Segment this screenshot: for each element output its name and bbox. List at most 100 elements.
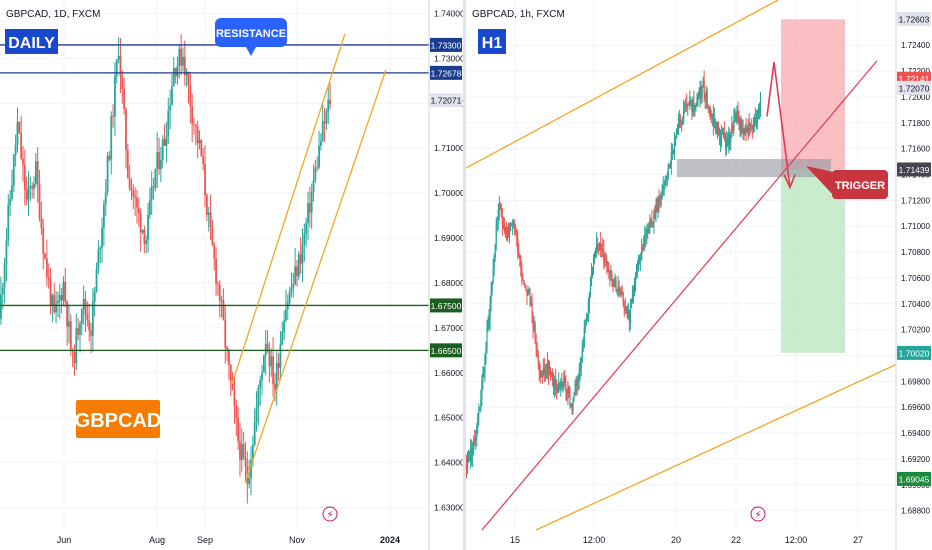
candle-body bbox=[644, 235, 646, 242]
candle-body bbox=[143, 229, 146, 244]
price-tick-label: 1.70600 bbox=[901, 274, 930, 283]
candle-body bbox=[671, 150, 673, 153]
candle-body bbox=[741, 119, 743, 132]
candle-body bbox=[521, 267, 523, 278]
daily-chart[interactable] bbox=[0, 33, 429, 504]
trigger-zone[interactable] bbox=[677, 159, 831, 178]
candle-body bbox=[69, 321, 72, 350]
panel-divider[interactable] bbox=[463, 0, 466, 550]
candle-body bbox=[616, 289, 618, 291]
candle-body bbox=[123, 89, 126, 109]
candle-body bbox=[77, 328, 80, 335]
candle-body bbox=[656, 203, 658, 212]
candle-body bbox=[312, 180, 315, 193]
red-trend-line[interactable] bbox=[481, 60, 878, 531]
h1-chart[interactable] bbox=[465, 0, 897, 531]
daily-price-axis[interactable]: 1.63000 1.64000 1.65000 1.66000 1.67000 1.680… bbox=[430, 8, 465, 513]
h1-time-axis[interactable]: 15 12:00 20 22 12:00 27 bbox=[510, 535, 863, 545]
candle-body bbox=[663, 185, 665, 187]
candle-body bbox=[711, 113, 713, 118]
stop-loss-zone[interactable] bbox=[781, 19, 845, 170]
candle-body bbox=[101, 227, 103, 248]
candle-body bbox=[288, 291, 291, 303]
candle-body bbox=[559, 383, 561, 389]
candle-body bbox=[255, 406, 258, 423]
candle-body bbox=[707, 105, 709, 109]
candle-body bbox=[525, 284, 527, 291]
candle-body bbox=[676, 127, 679, 135]
candle-body bbox=[721, 133, 724, 135]
candle-body bbox=[154, 169, 157, 188]
candle-body bbox=[614, 281, 616, 283]
candle-body bbox=[642, 247, 644, 249]
candle-body bbox=[240, 444, 243, 460]
candle-body bbox=[579, 368, 581, 372]
price-tick-label: 1.69800 bbox=[901, 377, 930, 386]
candle-body bbox=[693, 101, 695, 107]
candle-body bbox=[279, 344, 282, 368]
candle-body bbox=[205, 195, 208, 215]
last-price-tag bbox=[897, 80, 931, 95]
h1-alert-icon[interactable]: ⚡ bbox=[750, 506, 766, 522]
candle-body bbox=[654, 210, 656, 212]
candle-body bbox=[207, 212, 210, 215]
trigger-callout-pointer bbox=[806, 166, 834, 196]
candle-body bbox=[99, 247, 102, 250]
candle-body bbox=[597, 243, 599, 249]
candle-body bbox=[694, 105, 696, 107]
h1-position-zones bbox=[677, 19, 845, 353]
candle-body bbox=[667, 164, 669, 176]
candle-body bbox=[730, 135, 732, 142]
channel-lower-line[interactable] bbox=[535, 363, 897, 531]
candle-body bbox=[594, 251, 597, 255]
candle-body bbox=[106, 155, 109, 193]
candle-body bbox=[274, 384, 276, 390]
candle-body bbox=[692, 101, 694, 112]
candle-body bbox=[715, 125, 718, 131]
candle-body bbox=[675, 134, 678, 138]
candle-body bbox=[719, 138, 722, 141]
price-tick-label: 1.72200 bbox=[901, 67, 930, 76]
candle-body bbox=[506, 230, 509, 234]
support-price-tag bbox=[430, 298, 462, 313]
candle-body bbox=[659, 203, 661, 205]
candle-body bbox=[476, 426, 478, 438]
candle-body bbox=[80, 309, 83, 324]
candle-body bbox=[750, 126, 752, 128]
candle-body bbox=[755, 121, 757, 123]
plain-price-tag-label: 1.72603 bbox=[899, 15, 930, 25]
channel-upper-line[interactable] bbox=[231, 33, 346, 385]
candle-body bbox=[147, 214, 149, 241]
candle-body bbox=[610, 275, 612, 277]
candle-body bbox=[684, 103, 686, 107]
candle-body bbox=[677, 123, 680, 128]
candle-body bbox=[717, 127, 720, 130]
candle-body bbox=[712, 113, 714, 126]
trigger-callout-label: TRIGGER bbox=[835, 180, 885, 192]
candle-body bbox=[307, 203, 309, 224]
candle-body bbox=[723, 132, 725, 134]
candle-body bbox=[473, 439, 475, 451]
candle-body bbox=[522, 277, 524, 282]
candle-body bbox=[119, 56, 122, 77]
candle-body bbox=[211, 227, 214, 245]
daily-time-axis[interactable]: Jun Aug Sep Nov 2024 bbox=[57, 535, 400, 545]
candle-body bbox=[748, 123, 750, 136]
daily-alert-icon[interactable]: ⚡ bbox=[322, 506, 338, 522]
candle-body bbox=[580, 361, 582, 369]
candle-body bbox=[584, 324, 586, 328]
channel-upper-line[interactable] bbox=[465, 0, 779, 169]
candle-body bbox=[233, 389, 236, 406]
candle-body bbox=[14, 145, 17, 155]
take-profit-zone[interactable] bbox=[781, 169, 845, 353]
candle-body bbox=[22, 158, 24, 165]
candle-body bbox=[465, 465, 468, 469]
h1-price-axis[interactable]: 1.688001.690001.692001.694001.696001.698… bbox=[897, 12, 931, 516]
candle-body bbox=[716, 125, 719, 128]
time-tick-label: Nov bbox=[289, 535, 306, 545]
channel-lower-line[interactable] bbox=[244, 69, 387, 484]
candle-body bbox=[657, 198, 659, 212]
candle-body bbox=[585, 318, 587, 325]
candle-body bbox=[599, 242, 601, 250]
candle-body bbox=[611, 275, 613, 281]
